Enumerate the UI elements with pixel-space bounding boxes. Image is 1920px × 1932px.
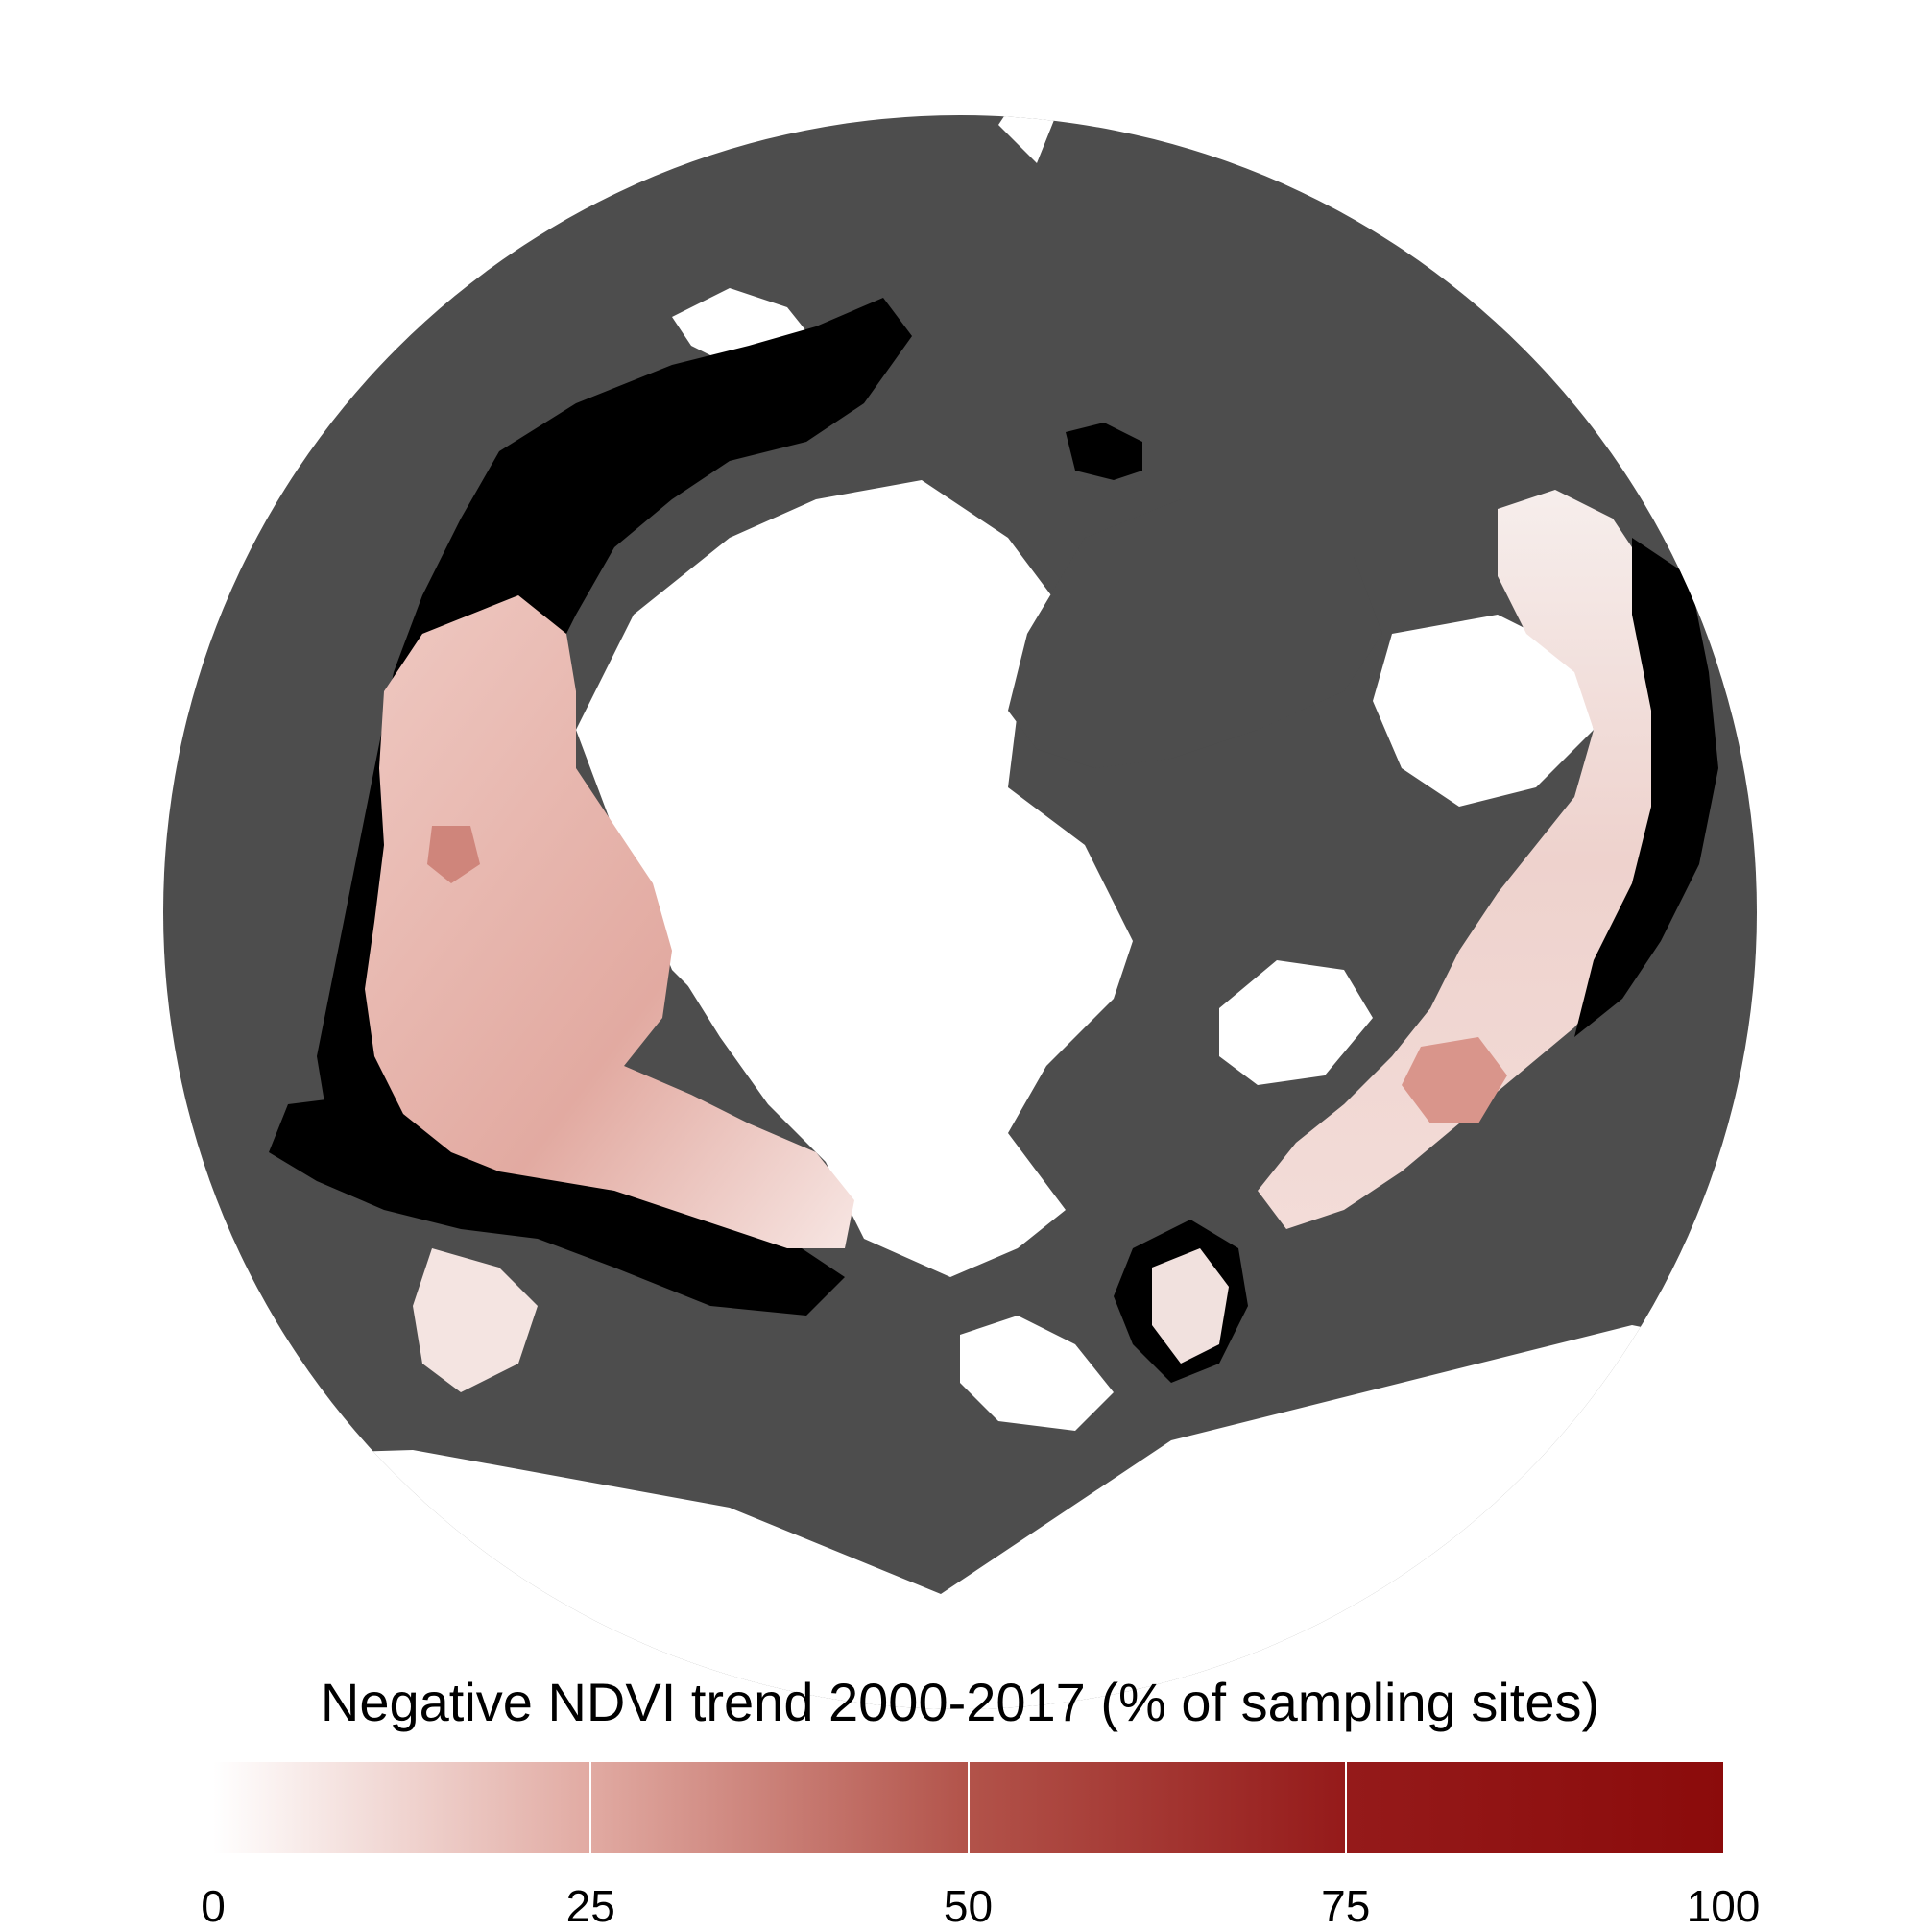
legend-tick-label: 75 [1321,1881,1371,1931]
map-cutout-bottom [163,1325,1757,1709]
na-darker-spot [427,826,480,883]
legend-tick-mark [1344,1762,1347,1853]
map-cutout-top [998,115,1056,163]
legend-tick-mark [589,1762,592,1853]
greenland [1008,499,1382,768]
legend-tick-label: 25 [565,1881,615,1931]
white-sea-right [1373,615,1594,807]
med-white [960,1316,1114,1431]
hudson-bay [653,845,797,1008]
eurasia-trend-region [1258,490,1690,1229]
baltic-white [1219,960,1373,1085]
eurasia-darker-spot [1402,1037,1507,1123]
eurasia-black-east [1574,538,1718,1037]
legend-tick-label: 50 [943,1881,994,1931]
scandinavia-patch [1152,1248,1229,1364]
arctic-ocean [576,480,1133,1277]
na-black-lower [269,1095,845,1316]
svalbard [1066,423,1142,480]
legend-tick-label: 100 [1686,1881,1761,1931]
legend-tick-mark [967,1762,970,1853]
na-trend-region [365,595,854,1248]
alaska-trend-region [413,1248,538,1392]
legend-tick-label: 0 [201,1881,226,1931]
legend-title: Negative NDVI trend 2000-2017 (% of samp… [320,1672,1600,1732]
